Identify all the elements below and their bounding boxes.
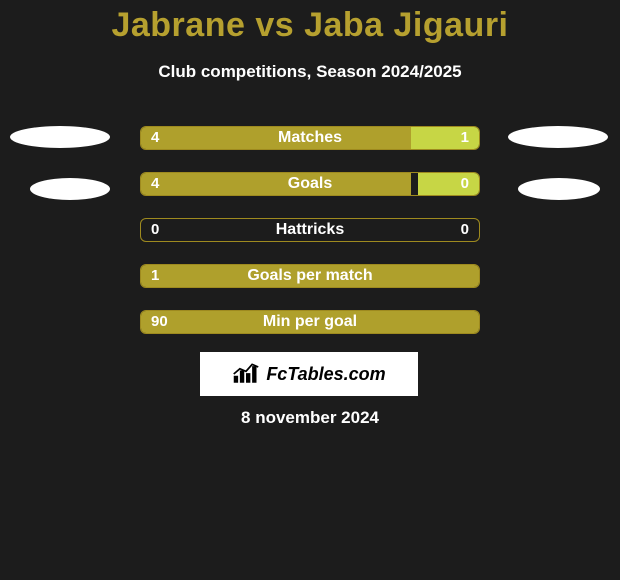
stat-value-left: 90 [141,311,178,334]
stat-value-right: 0 [451,173,479,196]
date-line: 8 november 2024 [0,408,620,428]
stat-value-left: 4 [141,127,169,150]
stat-bar: Matches41 [140,126,480,150]
stat-bar-left-fill [141,173,411,195]
stat-bar: Min per goal90 [140,310,480,334]
subtitle: Club competitions, Season 2024/2025 [0,62,620,82]
stat-value-left: 1 [141,265,169,288]
page-title: Jabrane vs Jaba Jigauri [0,6,620,45]
stat-value-left: 4 [141,173,169,196]
stat-bar: Goals per match1 [140,264,480,288]
comparison-infographic: Jabrane vs Jaba Jigauri Club competition… [0,0,620,580]
player-badge [10,126,110,148]
stat-bar: Hattricks0 0 [140,218,480,242]
stat-value-right: 1 [451,127,479,150]
player-badge [508,126,608,148]
stat-bar-left-fill [141,311,479,333]
player-badge [518,178,600,200]
logo-text: FcTables.com [266,364,385,385]
stat-value-right: 0 [451,219,479,242]
stat-bar: Goals40 [140,172,480,196]
stat-bar-left-fill [141,265,479,287]
stat-value-left: 0 [141,219,169,242]
stat-bars: Matches41Goals40Hattricks00Goals per mat… [140,126,480,356]
bar-chart-icon [232,363,260,385]
source-logo: FcTables.com [200,352,418,396]
stat-bar-label: Hattricks [141,219,479,242]
player-badge [30,178,110,200]
stat-bar-left-fill [141,127,411,149]
